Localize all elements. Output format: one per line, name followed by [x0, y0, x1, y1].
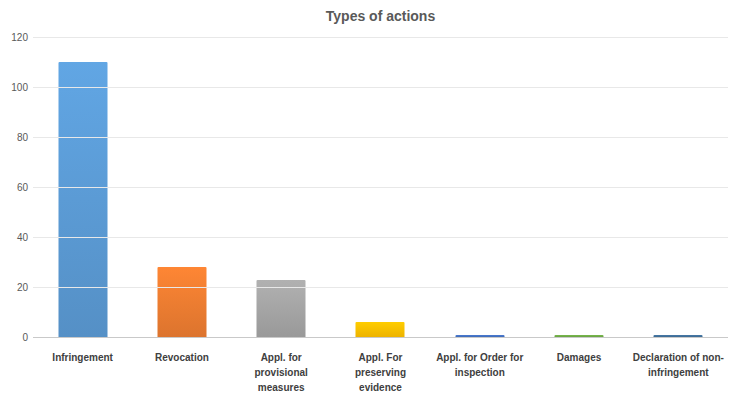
chart-title: Types of actions — [33, 8, 728, 24]
bar-revocation — [157, 267, 206, 337]
gridline — [33, 87, 728, 88]
y-axis-tick-label: 0 — [0, 332, 28, 343]
x-axis-label: Declaration of non-infringement — [629, 350, 728, 380]
x-axis-label: Appl. for Order for inspection — [430, 350, 529, 380]
bar-appl-for-provisional-measures — [257, 280, 306, 338]
x-axis-label: Appl. for provisional measures — [232, 350, 331, 395]
x-axis-label: Infringement — [33, 350, 132, 365]
plot-area — [33, 37, 728, 337]
y-axis-tick-label: 20 — [0, 282, 28, 293]
bar-appl-for-preserving-evidence — [356, 322, 405, 337]
y-axis-tick-label: 60 — [0, 182, 28, 193]
x-axis-label: Damages — [529, 350, 628, 365]
y-axis-tick-label: 100 — [0, 82, 28, 93]
gridline — [33, 287, 728, 288]
x-axis-label: Appl. For preserving evidence — [331, 350, 430, 395]
y-axis-tick-label: 80 — [0, 132, 28, 143]
x-axis-labels: InfringementRevocationAppl. for provisio… — [33, 350, 728, 395]
x-axis-label: Revocation — [132, 350, 231, 365]
y-axis-tick-label: 120 — [0, 32, 28, 43]
gridline — [33, 237, 728, 238]
y-axis: 020406080100120 — [0, 37, 28, 337]
bar-infringement — [58, 62, 107, 337]
gridline — [33, 137, 728, 138]
y-axis-tick-label: 40 — [0, 232, 28, 243]
x-axis-line — [33, 337, 728, 338]
gridline — [33, 187, 728, 188]
gridline — [33, 37, 728, 38]
